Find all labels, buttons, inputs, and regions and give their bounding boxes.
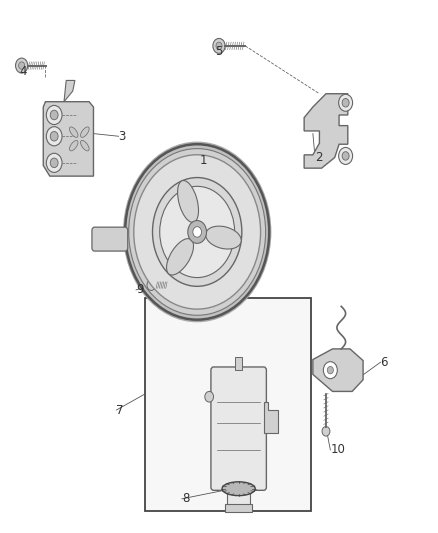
Ellipse shape — [166, 239, 194, 275]
Polygon shape — [64, 80, 75, 102]
Text: 10: 10 — [330, 443, 345, 456]
Ellipse shape — [70, 127, 78, 138]
Text: 4: 4 — [19, 65, 27, 78]
Circle shape — [160, 187, 235, 278]
Circle shape — [323, 362, 337, 378]
Circle shape — [152, 177, 242, 286]
Circle shape — [50, 110, 58, 120]
Ellipse shape — [205, 226, 241, 249]
Circle shape — [339, 94, 353, 111]
Circle shape — [188, 221, 207, 244]
FancyBboxPatch shape — [211, 367, 266, 490]
Circle shape — [125, 144, 269, 320]
Bar — [123, 232, 132, 246]
Ellipse shape — [70, 141, 78, 151]
Circle shape — [327, 367, 333, 374]
Circle shape — [46, 154, 62, 172]
Text: 8: 8 — [182, 492, 189, 505]
Circle shape — [193, 227, 201, 237]
Circle shape — [205, 391, 214, 402]
Text: 2: 2 — [315, 151, 322, 164]
Circle shape — [123, 142, 272, 322]
Circle shape — [18, 62, 25, 69]
Circle shape — [147, 280, 155, 290]
Ellipse shape — [81, 127, 89, 138]
Circle shape — [339, 148, 353, 165]
Polygon shape — [304, 94, 348, 168]
Text: 7: 7 — [117, 403, 124, 416]
Text: 6: 6 — [381, 356, 388, 369]
Ellipse shape — [222, 482, 255, 496]
Circle shape — [213, 38, 225, 53]
Bar — [227, 484, 250, 507]
Ellipse shape — [81, 141, 89, 151]
FancyBboxPatch shape — [92, 227, 128, 251]
Text: 9: 9 — [136, 284, 144, 296]
Bar — [225, 504, 252, 512]
Polygon shape — [313, 349, 363, 391]
Circle shape — [342, 99, 349, 107]
Circle shape — [50, 132, 58, 141]
Text: 1: 1 — [199, 154, 207, 167]
Text: 3: 3 — [119, 130, 126, 143]
Circle shape — [216, 42, 222, 50]
Circle shape — [322, 426, 330, 436]
Circle shape — [50, 158, 58, 167]
Polygon shape — [264, 402, 278, 433]
Polygon shape — [43, 102, 93, 176]
Circle shape — [134, 155, 261, 309]
Circle shape — [15, 58, 28, 73]
Text: 5: 5 — [215, 45, 223, 58]
Bar — [145, 298, 311, 511]
Ellipse shape — [177, 181, 198, 222]
Bar — [235, 357, 242, 370]
Circle shape — [342, 152, 349, 160]
Circle shape — [46, 127, 62, 146]
Circle shape — [46, 106, 62, 125]
Circle shape — [129, 149, 265, 316]
